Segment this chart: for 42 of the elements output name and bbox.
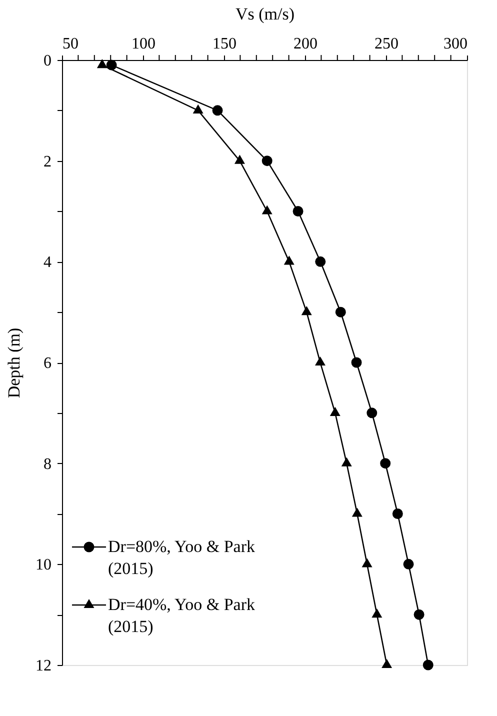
point	[380, 458, 391, 469]
legend-label: Dr=80%, Yoo & Park (2015)	[108, 537, 256, 578]
y-tick-label: 10	[36, 556, 52, 574]
point	[262, 156, 272, 166]
x-tick-label: 250	[374, 36, 398, 52]
y-tick-label: 4	[44, 254, 52, 272]
point	[262, 205, 272, 214]
point	[330, 406, 340, 416]
y-axis-title: Depth (m)	[4, 328, 24, 398]
y-tick-label: 6	[44, 355, 52, 372]
x-tick-label: 50	[62, 36, 78, 52]
point	[382, 658, 392, 668]
point	[362, 558, 372, 568]
point	[234, 154, 245, 164]
x-tick-label: 300	[444, 36, 468, 52]
y-tick-label: 8	[44, 456, 52, 473]
x-tick-label: 100	[132, 36, 156, 52]
point	[414, 609, 424, 620]
x-tick-label: 200	[294, 36, 318, 52]
y-tick-label: 2	[44, 153, 52, 170]
point	[351, 357, 362, 368]
point	[366, 408, 378, 418]
point	[212, 105, 223, 116]
point	[96, 58, 108, 68]
point	[372, 608, 382, 618]
point	[301, 306, 312, 316]
point	[192, 104, 204, 114]
point	[422, 660, 434, 670]
point	[392, 508, 403, 519]
point	[403, 558, 414, 570]
legend-label: Dr=40%, Yoo & Park (2015)	[108, 595, 256, 636]
y-tick-label: 12	[36, 658, 52, 674]
point	[335, 306, 346, 318]
point	[315, 256, 326, 267]
point	[352, 508, 362, 517]
y-tick-label: 0	[44, 52, 52, 70]
x-tick-label: 150	[212, 36, 236, 52]
x-axis-title: Vs (m/s)	[235, 4, 295, 24]
point	[292, 206, 304, 216]
point	[284, 256, 294, 265]
point	[341, 457, 352, 466]
point	[314, 356, 326, 366]
